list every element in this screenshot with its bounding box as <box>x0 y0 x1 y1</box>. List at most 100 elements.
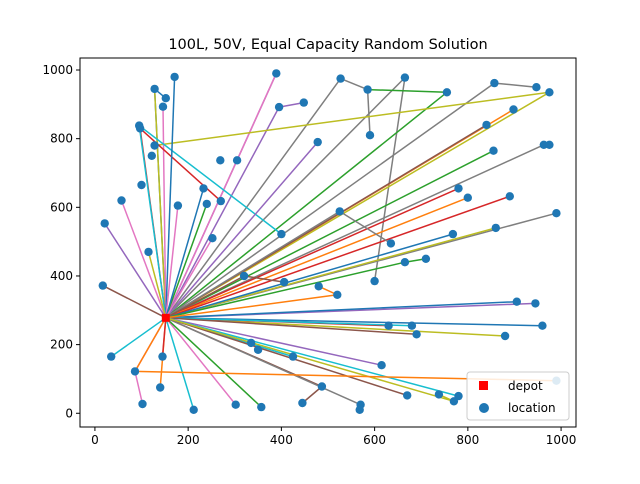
route-line-10 <box>165 150 494 319</box>
routes-layer <box>102 73 557 411</box>
location-point-24 <box>147 151 156 160</box>
route-line-27 <box>102 284 167 319</box>
location-point-69 <box>231 400 240 409</box>
route-line-54 <box>165 317 408 397</box>
location-point-0 <box>170 72 179 82</box>
location-point-5 <box>532 83 541 92</box>
location-point-12 <box>161 94 170 103</box>
location-point-47 <box>400 258 410 267</box>
location-point-32 <box>117 196 126 205</box>
x-axis: 0 200 400 600 800 1000 <box>91 427 576 447</box>
location-point-61 <box>246 338 256 348</box>
location-point-18 <box>365 131 375 140</box>
route-line-25 <box>120 200 167 319</box>
location-point-33 <box>100 219 109 228</box>
location-point-16 <box>509 105 518 114</box>
location-point-41 <box>448 229 458 239</box>
location-point-52 <box>314 282 323 291</box>
location-point-35 <box>202 199 211 209</box>
route-line-23 <box>165 227 496 319</box>
axes-frame <box>79 57 577 428</box>
location-point-29 <box>463 193 472 202</box>
points-layer <box>98 69 561 414</box>
location-point-56 <box>500 331 510 341</box>
location-point-17 <box>313 137 322 147</box>
depot-marker <box>161 313 170 322</box>
legend: depot location <box>466 371 570 421</box>
location-point-60 <box>158 352 167 361</box>
location-point-75 <box>403 391 412 400</box>
location-point-58 <box>512 297 521 306</box>
x-tick-label-0: 0 <box>91 433 99 447</box>
location-point-25 <box>137 180 146 190</box>
route-line-1 <box>165 73 277 319</box>
location-point-55 <box>412 330 421 339</box>
location-point-31 <box>552 209 561 218</box>
location-point-62 <box>253 345 263 354</box>
location-point-20 <box>482 120 491 130</box>
route-line-22 <box>165 195 511 319</box>
route-line-19 <box>165 187 459 319</box>
legend-depot-label: depot <box>508 379 543 393</box>
location-point-80 <box>377 361 386 370</box>
legend-location-label: location <box>508 401 556 415</box>
location-point-10 <box>274 102 284 112</box>
location-point-8 <box>363 85 372 94</box>
x-tick-label-200: 200 <box>177 433 200 447</box>
x-tick-label-800: 800 <box>456 433 479 447</box>
location-point-37 <box>199 184 208 193</box>
route-line-20 <box>165 197 469 319</box>
route-line-31 <box>165 237 214 319</box>
location-point-40 <box>491 223 500 233</box>
location-point-44 <box>239 271 249 281</box>
location-point-64 <box>107 352 116 361</box>
location-point-34 <box>173 201 183 210</box>
location-point-71 <box>298 398 307 408</box>
route-line-26 <box>104 222 167 319</box>
location-point-66 <box>138 399 147 409</box>
location-point-70 <box>257 402 266 412</box>
y-tick-label-600: 600 <box>50 200 73 214</box>
location-point-76 <box>434 390 444 399</box>
route-line-50 <box>165 317 237 406</box>
x-tick-label-600: 600 <box>363 433 386 447</box>
location-point-22 <box>545 140 554 149</box>
chart-title: 100L, 50V, Equal Capacity Random Solutio… <box>168 37 487 53</box>
location-point-27 <box>232 156 242 165</box>
y-tick-label-0: 0 <box>65 406 73 420</box>
location-point-4 <box>490 78 499 88</box>
route-line-46 <box>110 317 167 358</box>
route-line-59 <box>161 317 167 357</box>
route-line-14 <box>162 106 167 318</box>
location-point-57 <box>531 299 540 308</box>
route-line-18 <box>165 141 319 319</box>
location-point-72 <box>317 382 327 391</box>
y-tick-label-800: 800 <box>50 132 73 146</box>
route-line-32 <box>147 251 167 318</box>
y-axis: 0 200 400 600 800 1000 <box>42 63 80 420</box>
location-point-2 <box>336 74 345 83</box>
route-line-13 <box>153 88 167 318</box>
route-line-41 <box>165 317 412 327</box>
location-point-51 <box>333 290 342 299</box>
location-point-11 <box>150 84 159 94</box>
route-line-3 <box>165 77 371 319</box>
location-point-59 <box>538 321 547 330</box>
location-point-9 <box>299 98 308 107</box>
y-tick-label-200: 200 <box>50 338 73 352</box>
route-line-42 <box>165 317 417 336</box>
route-line-48 <box>165 317 195 411</box>
location-point-42 <box>335 207 344 216</box>
location-point-68 <box>156 383 165 392</box>
location-point-45 <box>280 277 289 287</box>
legend-location-marker <box>479 403 489 413</box>
location-point-28 <box>454 184 463 193</box>
location-point-23 <box>150 141 159 150</box>
x-tick-label-1000: 1000 <box>546 433 577 447</box>
location-point-78 <box>454 391 463 401</box>
location-point-39 <box>277 229 286 239</box>
location-point-13 <box>158 102 168 111</box>
location-point-46 <box>386 239 396 248</box>
